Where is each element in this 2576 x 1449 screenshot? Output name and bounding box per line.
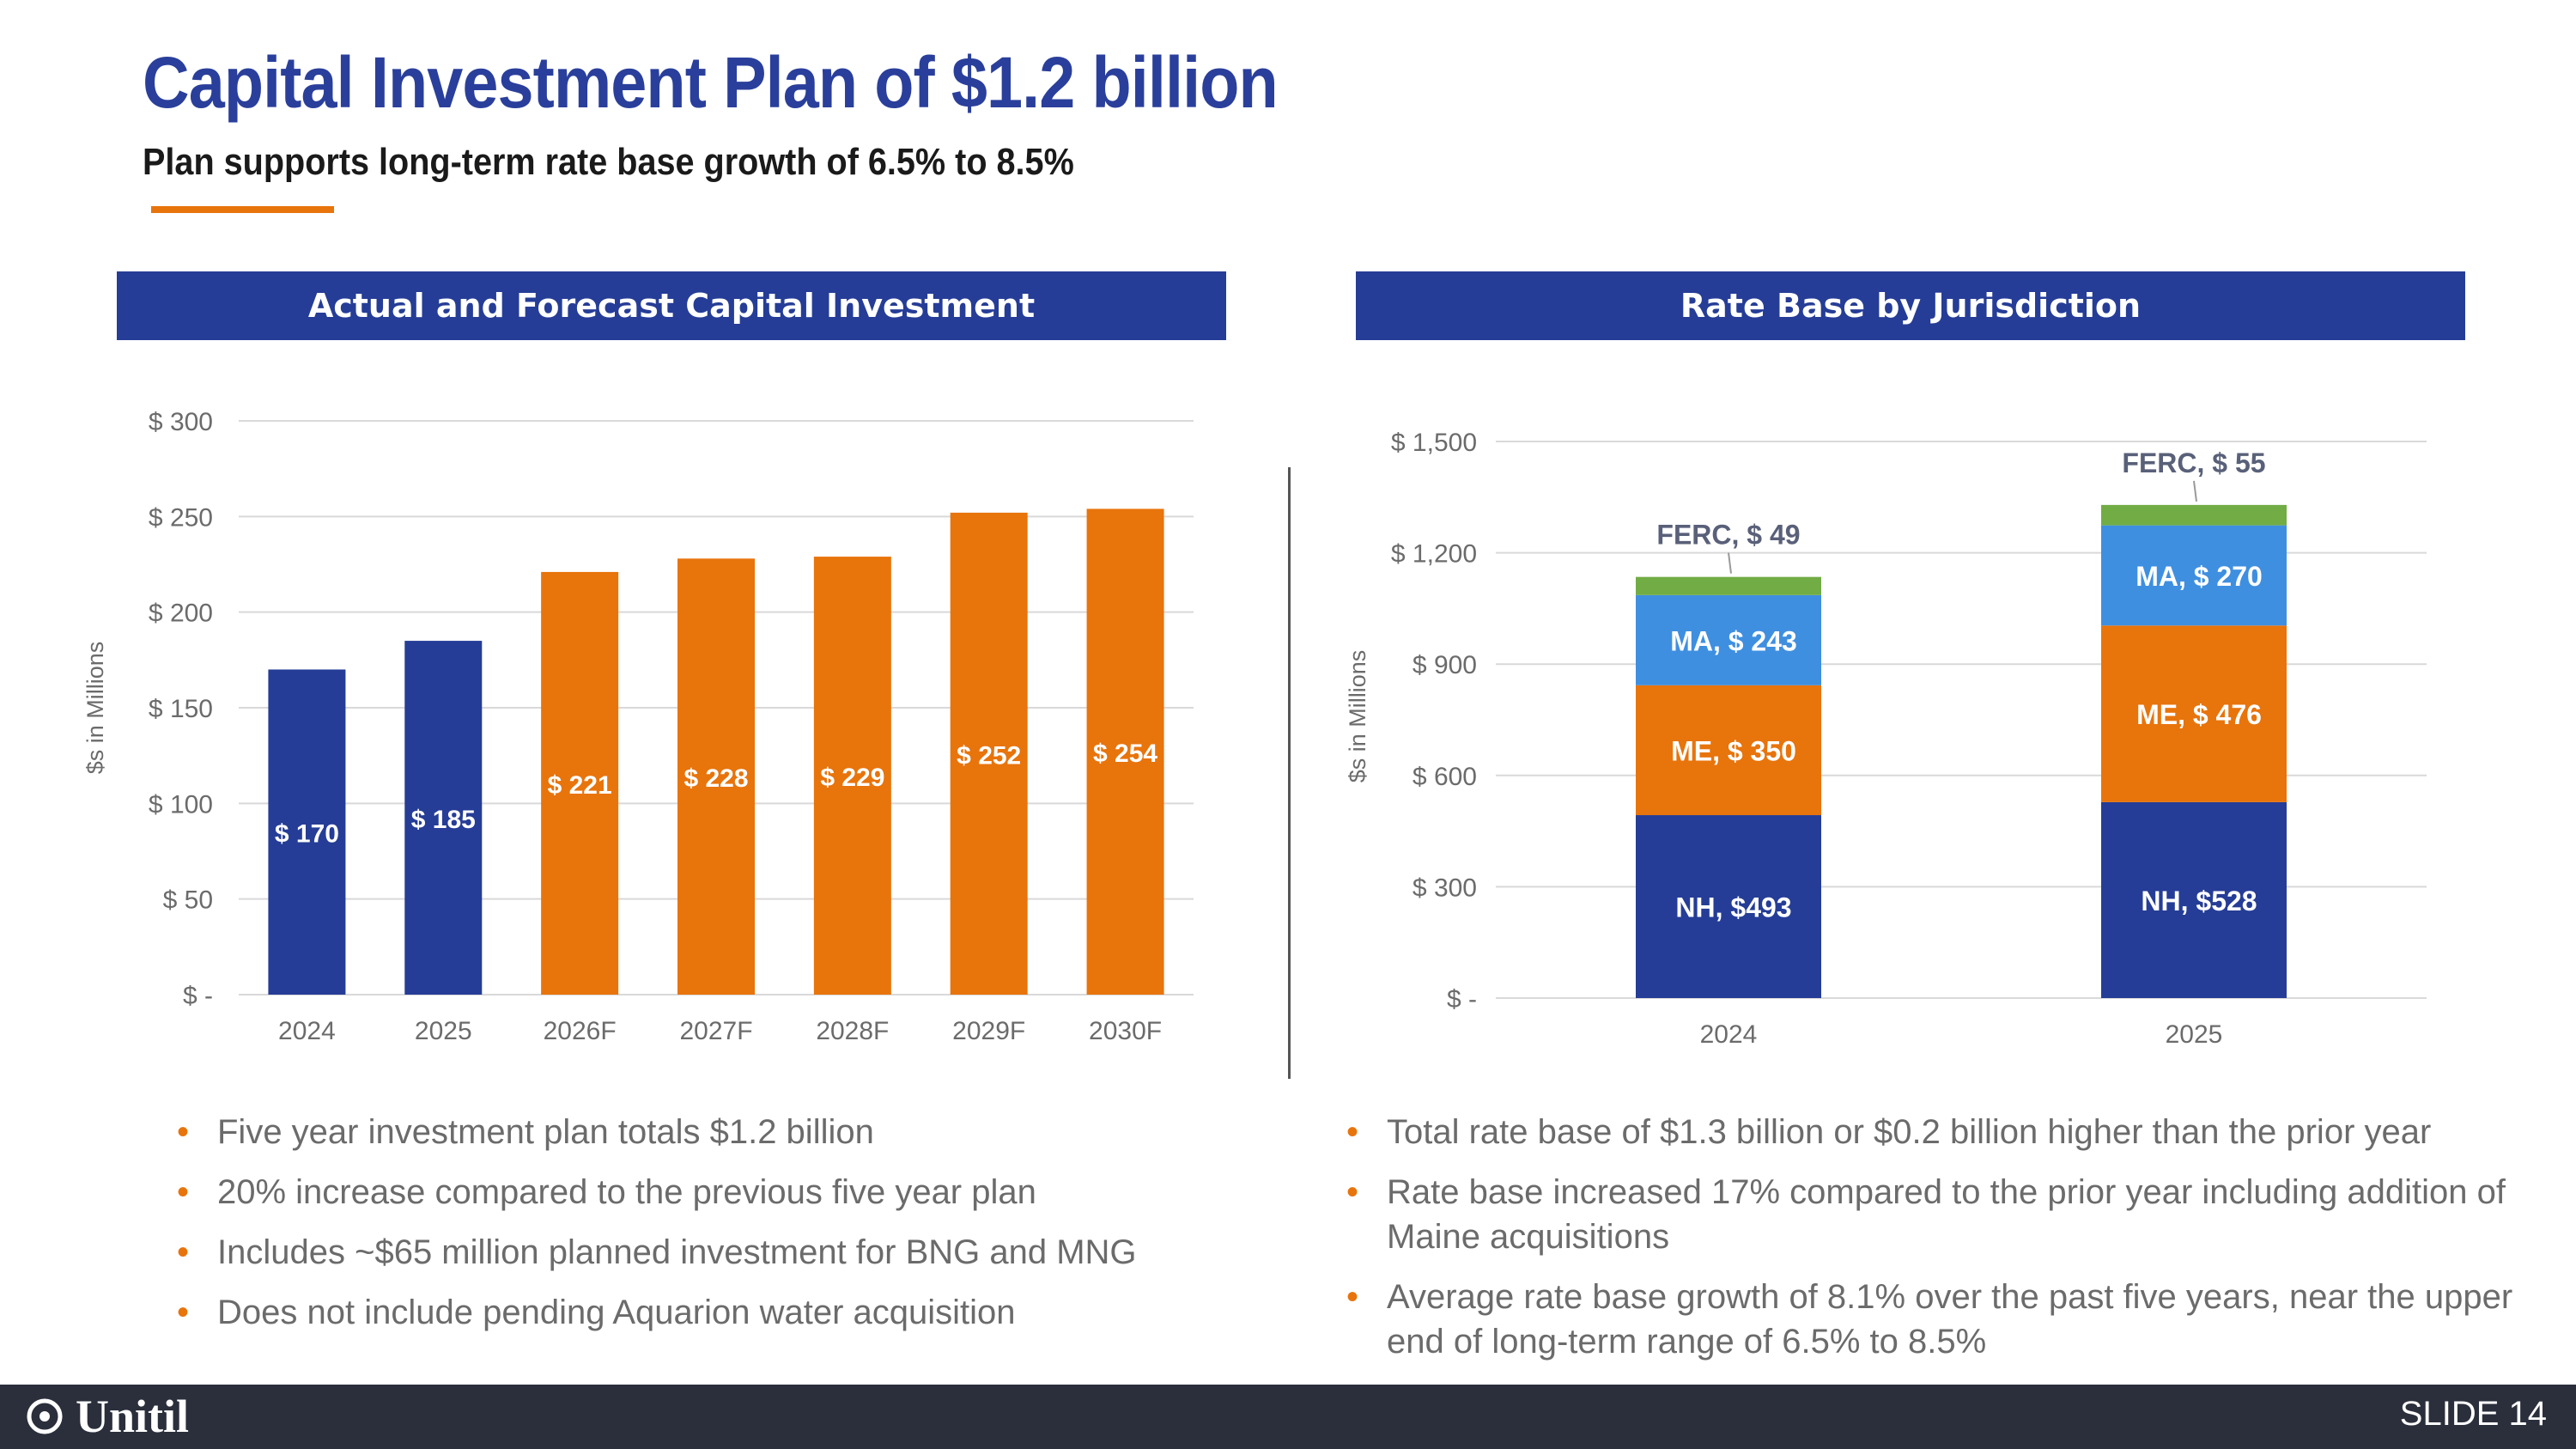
bar-data-label: $ 254 [1093, 740, 1157, 768]
segment-data-label: FERC, $ 49 [1656, 520, 1800, 551]
y-tick-label: $ - [1447, 985, 1477, 1014]
bar-data-label: $ 229 [820, 764, 884, 792]
segment-data-label: ME, $ 350 [1671, 735, 1796, 766]
bullet-item: Average rate base growth of 8.1% over th… [1346, 1275, 2531, 1364]
stacked-segment [1636, 685, 1821, 816]
x-tick-label: 2025 [2166, 1020, 2223, 1049]
segment-data-label: FERC, $ 55 [2122, 447, 2265, 478]
bullet-item: 20% increase compared to the previous fi… [177, 1170, 1259, 1215]
x-tick-label: 2027F [679, 1017, 752, 1045]
bar [950, 512, 1028, 995]
x-tick-label: 2024 [1700, 1020, 1758, 1049]
y-axis-label: $s in Millions [82, 642, 108, 775]
y-tick-label: $ 900 [1413, 651, 1477, 679]
y-tick-label: $ 1,200 [1391, 540, 1477, 569]
x-tick-label: 2025 [415, 1017, 472, 1045]
x-tick-label: 2028F [816, 1017, 889, 1045]
panel-divider [1288, 467, 1291, 1079]
segment-data-label: MA, $ 270 [2136, 561, 2263, 592]
bullet-item: Total rate base of $1.3 billion or $0.2 … [1346, 1110, 2531, 1154]
slide-number: SLIDE 14 [2399, 1395, 2547, 1433]
stacked-segment [1636, 576, 1821, 595]
capital-investment-chart: $ - $ 50 $ 100 $ 150 $ 200 $ 250 $ 300 $s in Mi… [82, 408, 1194, 1045]
bar [541, 571, 619, 995]
page-subtitle: Plan supports long-term rate base growth… [143, 141, 1074, 183]
title-accent-bar [151, 206, 334, 213]
bullet-item: Does not include pending Aquarion water … [177, 1290, 1259, 1335]
stacked-segment [2101, 525, 2287, 626]
x-tick-label: 2026F [544, 1017, 617, 1045]
y-tick-label: $ 300 [1413, 874, 1477, 902]
bullet-item: Five year investment plan totals $1.2 bi… [177, 1110, 1259, 1154]
bar [268, 669, 346, 995]
capital-investment-bullets: Five year investment plan totals $1.2 bi… [177, 1110, 1259, 1350]
bullet-item: Includes ~$65 million planned investment… [177, 1230, 1259, 1275]
bar-data-label: $ 228 [683, 764, 748, 793]
bar [1086, 508, 1164, 995]
footer-bar: Unitil SLIDE 14 [0, 1385, 2576, 1449]
segment-data-label: NH, $493 [1675, 892, 1791, 923]
stacked-segment [1636, 594, 1821, 685]
bar [813, 557, 891, 995]
y-tick-label: $ 150 [149, 695, 213, 723]
rate-base-bullets: Total rate base of $1.3 billion or $0.2 … [1346, 1110, 2531, 1379]
x-tick-label: 2030F [1089, 1017, 1162, 1045]
y-tick-label: $ 300 [149, 408, 213, 436]
label-leader-line [2193, 480, 2197, 502]
unitil-logo-text: Unitil [76, 1391, 190, 1442]
bar-data-label: $ 170 [275, 820, 339, 849]
rate-base-header: Rate Base by Jurisdiction [1356, 271, 2465, 340]
stacked-segment [2101, 625, 2287, 802]
y-axis-label: $s in Millions [1345, 650, 1370, 783]
bar [404, 641, 483, 995]
y-tick-label: $ 200 [149, 600, 213, 628]
y-tick-label: $ - [183, 982, 213, 1010]
stacked-segment [1636, 815, 1821, 998]
stacked-segment [2101, 504, 2287, 526]
bar-data-label: $ 252 [957, 741, 1021, 770]
segment-data-label: NH, $528 [2141, 886, 2257, 916]
bar-data-label: $ 221 [548, 771, 612, 800]
label-leader-line [1728, 552, 1732, 574]
bullet-item: Rate base increased 17% compared to the … [1346, 1170, 2531, 1259]
unitil-logo-icon [27, 1398, 63, 1434]
x-tick-label: 2029F [952, 1017, 1025, 1045]
segment-data-label: ME, $ 476 [2136, 699, 2262, 730]
y-tick-label: $ 100 [149, 790, 213, 819]
page-title: Capital Investment Plan of $1.2 billion [143, 42, 1279, 123]
rate-base-chart: $ - $ 300 $ 600 $ 900 $ 1,200 $ 1,500 $s in Mi… [1345, 429, 2427, 1049]
segment-data-label: MA, $ 243 [1670, 625, 1797, 656]
x-tick-label: 2024 [278, 1017, 336, 1045]
y-tick-label: $ 600 [1413, 763, 1477, 791]
stacked-segment [2101, 801, 2287, 998]
y-tick-label: $ 1,500 [1391, 429, 1477, 457]
bar-data-label: $ 185 [411, 806, 476, 834]
y-tick-label: $ 250 [149, 503, 213, 532]
bar [677, 558, 755, 995]
y-tick-label: $ 50 [163, 886, 213, 915]
unitil-logo: Unitil [24, 1391, 190, 1442]
capital-investment-header: Actual and Forecast Capital Investment [117, 271, 1226, 340]
